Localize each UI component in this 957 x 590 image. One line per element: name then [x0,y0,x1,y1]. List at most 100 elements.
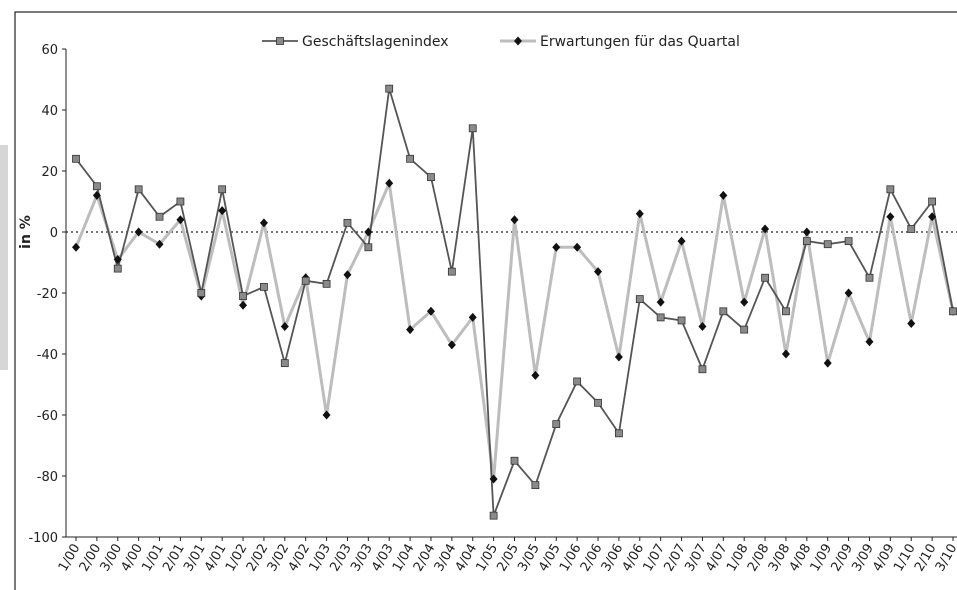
x-tick-label: 3/10 [933,542,957,575]
marker [364,243,373,252]
marker [385,84,394,93]
marker [260,282,268,291]
marker [426,306,435,316]
marker [865,273,874,282]
marker [322,410,331,420]
y-tick-label: 0 [50,226,58,241]
marker [781,349,790,359]
y-tick-label: -100 [28,531,58,546]
y-tick-label: -40 [37,348,58,363]
marker [886,185,895,194]
y-axis-label: in % [18,215,34,249]
marker [427,173,435,182]
marker [72,154,80,163]
legend-label: Geschäftslagenindex [302,34,449,50]
marker [928,212,937,222]
legend-label: Erwartungen für das Quartal [540,34,740,50]
marker [719,190,728,200]
marker [406,154,414,163]
marker [531,370,540,380]
marker [218,185,227,194]
marker [239,300,248,310]
marker [385,178,394,188]
marker [656,297,665,307]
marker [218,206,227,216]
marker [615,429,623,438]
marker [343,270,352,280]
marker [92,182,101,191]
marker [489,474,498,484]
y-tick-label: -80 [37,470,58,485]
marker [552,420,561,429]
y-tick-label: 40 [41,104,58,119]
marker [239,292,247,300]
marker [740,325,749,334]
marker [907,319,916,328]
marker [468,124,477,133]
marker [72,242,80,252]
marker [259,218,268,228]
series-line [75,88,954,516]
marker [886,212,895,222]
y-tick-label: -60 [37,409,58,424]
marker [280,322,289,332]
marker [635,295,644,304]
marker [510,215,519,225]
marker [134,185,143,194]
marker [552,242,561,252]
marker [677,236,686,246]
marker [719,307,728,316]
marker [176,215,185,225]
marker [322,279,331,288]
marker [301,276,310,285]
marker [594,398,602,407]
marker [782,307,790,316]
marker [176,197,185,206]
marker [92,190,101,200]
marker [468,312,477,322]
legend-marker [276,37,284,45]
marker [113,254,122,264]
marker [594,267,603,277]
marker [510,456,519,465]
marker [949,307,957,316]
marker [447,340,456,350]
marker [698,322,707,332]
marker [134,227,143,237]
marker [489,511,498,520]
marker [635,209,644,219]
marker [531,481,540,490]
marker [823,240,832,249]
marker [447,267,456,276]
marker [155,239,164,249]
y-tick-label: 20 [41,165,58,180]
marker [280,359,289,368]
marker [802,237,811,246]
marker [844,237,853,246]
marker [761,224,770,234]
y-tick-label: -20 [37,287,58,302]
marker [823,358,832,368]
marker [928,197,937,206]
marker [656,313,665,322]
marker [698,365,707,374]
frame [14,11,957,590]
marker [573,242,582,252]
marker [155,212,164,221]
marker [343,218,352,227]
series-line [74,177,955,480]
marker [113,264,122,273]
marker [844,288,853,298]
side-strip [0,145,8,370]
marker [740,297,749,307]
marker [364,227,373,237]
marker [761,273,769,282]
y-tick-label: 60 [41,43,58,58]
marker [406,325,415,335]
marker [802,227,811,237]
legend-marker [514,36,522,46]
marker [614,352,623,362]
marker [197,289,206,297]
